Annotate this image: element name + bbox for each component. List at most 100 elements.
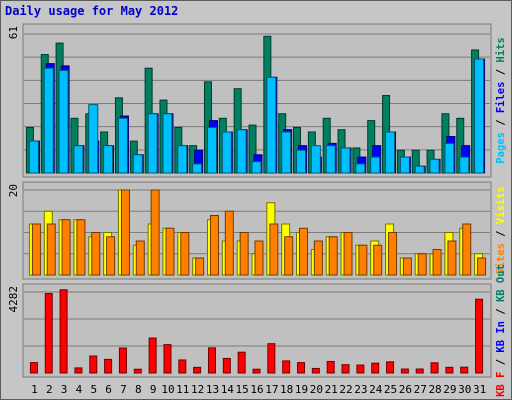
bottom-bar-kb-f <box>222 357 231 374</box>
middle-bar-sites <box>91 232 101 276</box>
top-bar-pages <box>459 156 470 174</box>
top-bar-pages <box>429 158 440 174</box>
middle-bar-sites <box>150 189 160 276</box>
x-tick-label: 27 <box>414 383 427 396</box>
top-bar-pages <box>162 113 173 174</box>
bottom-bar-kb-f <box>356 364 365 374</box>
bottom-bar-kb-f <box>371 362 380 374</box>
chart-title: Daily usage for May 2012 <box>5 4 179 18</box>
x-tick-label: 14 <box>221 383 235 396</box>
middle-bar-sites <box>447 240 457 276</box>
middle-bar-sites <box>180 232 190 276</box>
top-bar-pages <box>444 142 455 174</box>
top-bar-pages <box>325 145 336 174</box>
bottom-bar-kb-f <box>445 366 454 374</box>
middle-legend: Sites / Visits <box>495 186 507 275</box>
top-bar-pages <box>192 163 203 174</box>
top-bar-pages <box>266 76 277 174</box>
x-tick-label: 6 <box>105 383 112 396</box>
middle-bar-sites <box>195 257 205 276</box>
bottom-bar-kb-f <box>386 361 395 374</box>
top-bar-pages <box>474 58 485 174</box>
middle-bar-sites <box>402 257 412 276</box>
top-legend-part: Pages <box>495 132 507 164</box>
x-tick-label: 18 <box>280 383 293 396</box>
top-legend-part: / <box>495 63 507 82</box>
x-tick-label: 31 <box>473 383 486 396</box>
top-bar-pages <box>310 145 321 174</box>
middle-bar-sites <box>299 227 309 276</box>
top-bar-pages <box>385 131 396 174</box>
bottom-legend-part: / <box>495 302 507 321</box>
x-tick-label: 12 <box>191 383 204 396</box>
x-tick-label: 1 <box>31 383 38 396</box>
x-tick-label: 30 <box>458 383 471 396</box>
bottom-bar-kb-f <box>297 362 306 374</box>
x-tick-label: 15 <box>236 383 249 396</box>
top-bar-pages <box>206 126 217 174</box>
middle-bar-sites <box>477 257 487 276</box>
bottom-legend-part: / <box>495 353 507 372</box>
bottom-legend-part: KB In <box>495 321 507 353</box>
top-bar-pages <box>117 117 128 174</box>
top-bar-pages <box>340 147 351 174</box>
top-bar-pages <box>355 163 366 174</box>
bottom-bar-kb-f <box>311 367 320 374</box>
x-tick-label: 4 <box>76 383 83 396</box>
x-tick-label: 3 <box>61 383 68 396</box>
x-tick-label: 7 <box>120 383 127 396</box>
top-bar-pages <box>73 145 84 174</box>
x-tick-label: 13 <box>206 383 219 396</box>
middle-bar-sites <box>269 223 279 276</box>
x-tick-label: 5 <box>90 383 97 396</box>
bottom-bar-kb-f <box>475 298 484 374</box>
top-legend: Pages / Files / Hits <box>495 37 507 163</box>
middle-bar-sites <box>328 236 338 276</box>
bottom-bar-kb-f <box>118 347 127 374</box>
middle-bar-sites <box>373 244 383 276</box>
x-tick-label: 9 <box>150 383 157 396</box>
bottom-bar-kb-f <box>74 367 83 374</box>
bottom-bar-kb-f <box>282 360 291 374</box>
middle-bar-sites <box>239 232 249 276</box>
bottom-bar-kb-f <box>207 347 216 374</box>
bottom-bar-kb-f <box>178 359 187 374</box>
middle-bar-sites <box>224 210 234 276</box>
top-bar-pages <box>88 104 99 174</box>
bottom-bar-kb-f <box>415 368 424 374</box>
x-tick-label: 26 <box>399 383 412 396</box>
middle-bar-sites <box>120 189 130 276</box>
top-bar-pages <box>370 156 381 174</box>
top-bar-pages <box>28 140 39 174</box>
middle-bar-sites <box>46 223 56 276</box>
x-tick-label: 28 <box>428 383 441 396</box>
bottom-bar-kb-f <box>44 293 53 374</box>
middle-bar-sites <box>31 223 41 276</box>
bottom-bar-kb-f <box>326 360 335 374</box>
middle-bar-sites <box>254 240 264 276</box>
bottom-bar-kb-f <box>341 364 350 374</box>
bottom-bar-kb-f <box>267 343 276 374</box>
middle-bar-sites <box>106 236 116 276</box>
top-bar-pages <box>132 154 143 174</box>
top-bar-pages <box>147 113 158 174</box>
top-bar-pages <box>296 149 307 174</box>
bottom-bar-kb-f <box>148 337 157 374</box>
bottom-legend: KB F / KB In / KB Out <box>495 264 507 397</box>
x-tick-label: 22 <box>339 383 352 396</box>
middle-bar-sites <box>313 240 323 276</box>
x-tick-label: 21 <box>325 383 338 396</box>
top-max-label: 61 <box>7 26 20 39</box>
x-tick-label: 8 <box>135 383 142 396</box>
middle-bar-sites <box>343 232 353 276</box>
middle-bar-sites <box>284 236 294 276</box>
top-bar-pages <box>414 165 425 174</box>
top-bar-pages <box>58 69 69 174</box>
bottom-bar-kb-f <box>400 368 409 374</box>
bottom-legend-part: KB F <box>495 372 507 397</box>
bottom-bar-kb-f <box>252 368 261 374</box>
middle-bar-sites <box>61 219 71 276</box>
middle-legend-part: Visits <box>495 186 507 224</box>
x-tick-label: 10 <box>161 383 174 396</box>
